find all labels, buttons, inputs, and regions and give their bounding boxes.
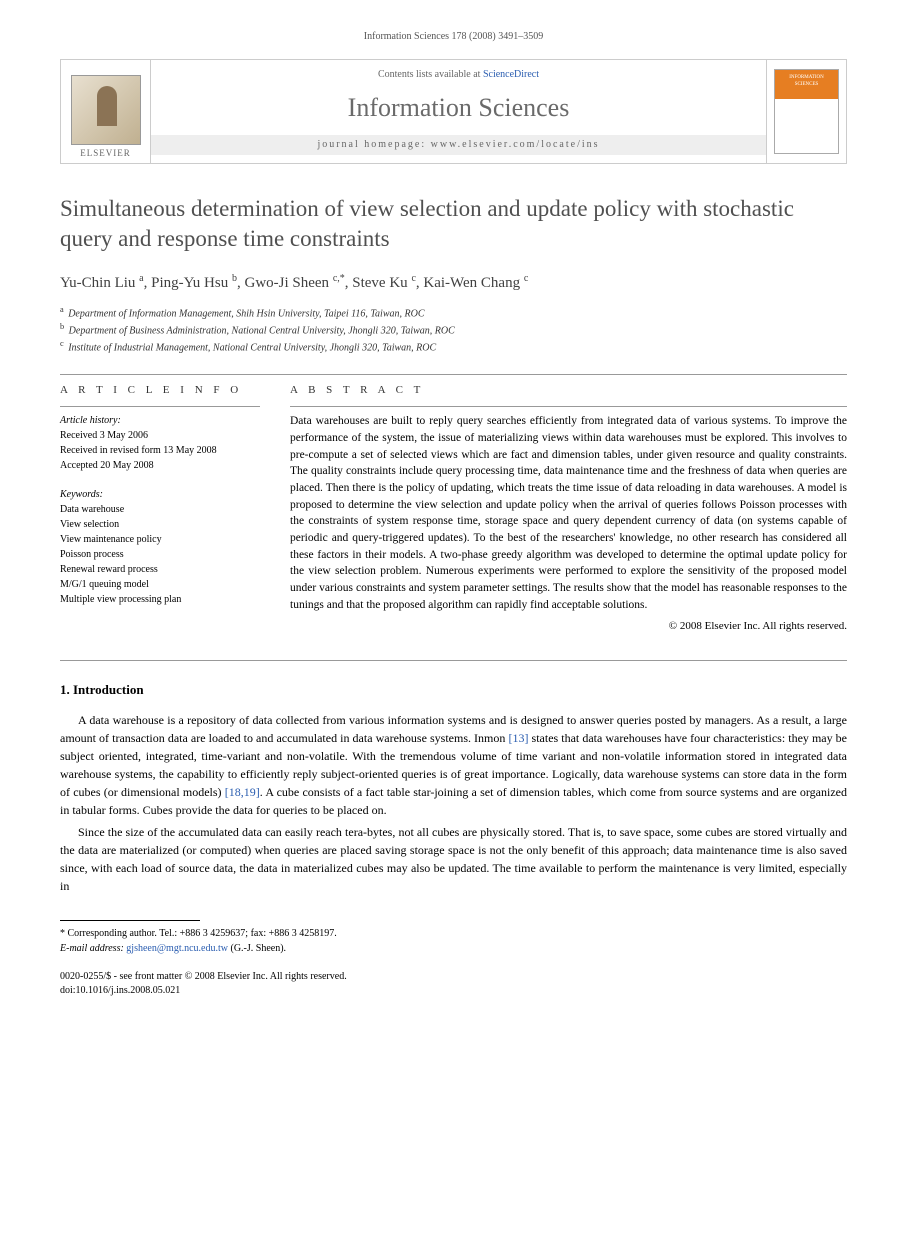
abstract-divider xyxy=(290,406,847,407)
journal-banner: ELSEVIER Contents lists available at Sci… xyxy=(60,59,847,164)
doi-block: 0020-0255/$ - see front matter © 2008 El… xyxy=(60,970,847,998)
history-line: Accepted 20 May 2008 xyxy=(60,458,260,473)
history-line: Received 3 May 2006 xyxy=(60,428,260,443)
page-container: Information Sciences 178 (2008) 3491–350… xyxy=(0,0,907,1038)
journal-cover-icon: INFORMATION SCIENCES xyxy=(774,69,839,154)
email-label: E-mail address: xyxy=(60,943,126,954)
contents-prefix: Contents lists available at xyxy=(378,69,483,80)
article-info-column: A R T I C L E I N F O Article history: R… xyxy=(60,383,260,635)
abstract-column: A B S T R A C T Data warehouses are buil… xyxy=(290,383,847,635)
intro-paragraph-1: A data warehouse is a repository of data… xyxy=(60,711,847,819)
doi-line: doi:10.1016/j.ins.2008.05.021 xyxy=(60,984,847,998)
affiliations: a Department of Information Management, … xyxy=(60,304,847,356)
corresponding-email-link[interactable]: gjsheen@mgt.ncu.edu.tw xyxy=(126,943,228,954)
keywords-label: Keywords: xyxy=(60,487,260,502)
body-section: 1. Introduction A data warehouse is a re… xyxy=(60,681,847,895)
keyword-line: Data warehouse xyxy=(60,502,260,517)
elsevier-tree-icon xyxy=(71,75,141,145)
journal-title: Information Sciences xyxy=(151,90,766,126)
intro-paragraph-2: Since the size of the accumulated data c… xyxy=(60,823,847,895)
abstract-heading: A B S T R A C T xyxy=(290,383,847,398)
divider-top xyxy=(60,374,847,375)
article-info-heading: A R T I C L E I N F O xyxy=(60,383,260,398)
history-line: Received in revised form 13 May 2008 xyxy=(60,443,260,458)
corresponding-author-note: * Corresponding author. Tel.: +886 3 425… xyxy=(60,926,847,941)
abstract-text: Data warehouses are built to reply query… xyxy=(290,413,847,613)
keyword-line: View maintenance policy xyxy=(60,532,260,547)
article-title: Simultaneous determination of view selec… xyxy=(60,194,847,254)
keyword-line: Multiple view processing plan xyxy=(60,592,260,607)
cover-thumbnail-block[interactable]: INFORMATION SCIENCES xyxy=(766,60,846,163)
abstract-copyright: © 2008 Elsevier Inc. All rights reserved… xyxy=(290,619,847,634)
affiliation-line: c Institute of Industrial Management, Na… xyxy=(60,338,847,355)
cover-thumb-title: INFORMATION SCIENCES xyxy=(778,74,835,88)
journal-homepage[interactable]: journal homepage: www.elsevier.com/locat… xyxy=(151,135,766,155)
publisher-logo-block[interactable]: ELSEVIER xyxy=(61,60,151,163)
publisher-name: ELSEVIER xyxy=(80,147,131,160)
sciencedirect-link[interactable]: ScienceDirect xyxy=(483,69,539,80)
keyword-line: Renewal reward process xyxy=(60,562,260,577)
keyword-line: M/G/1 queuing model xyxy=(60,577,260,592)
info-divider-1 xyxy=(60,406,260,407)
ref-link-18-19[interactable]: [18,19] xyxy=(225,785,260,799)
article-history-block: Article history: Received 3 May 2006Rece… xyxy=(60,413,260,473)
affiliation-line: b Department of Business Administration,… xyxy=(60,321,847,338)
divider-bottom xyxy=(60,660,847,661)
affiliation-line: a Department of Information Management, … xyxy=(60,304,847,321)
contents-available-line: Contents lists available at ScienceDirec… xyxy=(151,68,766,82)
ref-link-13[interactable]: [13] xyxy=(508,731,528,745)
running-head: Information Sciences 178 (2008) 3491–350… xyxy=(60,30,847,44)
front-matter-line: 0020-0255/$ - see front matter © 2008 El… xyxy=(60,970,847,984)
history-label: Article history: xyxy=(60,413,260,428)
email-line: E-mail address: gjsheen@mgt.ncu.edu.tw (… xyxy=(60,941,847,956)
section-1-heading: 1. Introduction xyxy=(60,681,847,699)
keyword-line: View selection xyxy=(60,517,260,532)
keyword-line: Poisson process xyxy=(60,547,260,562)
keywords-block: Keywords: Data warehouseView selectionVi… xyxy=(60,487,260,607)
info-abstract-row: A R T I C L E I N F O Article history: R… xyxy=(60,383,847,635)
footnote-separator xyxy=(60,920,200,921)
author-list: Yu-Chin Liu a, Ping-Yu Hsu b, Gwo-Ji She… xyxy=(60,272,847,294)
email-suffix: (G.-J. Sheen). xyxy=(228,943,286,954)
footnotes: * Corresponding author. Tel.: +886 3 425… xyxy=(60,926,847,956)
banner-center: Contents lists available at ScienceDirec… xyxy=(151,60,766,163)
